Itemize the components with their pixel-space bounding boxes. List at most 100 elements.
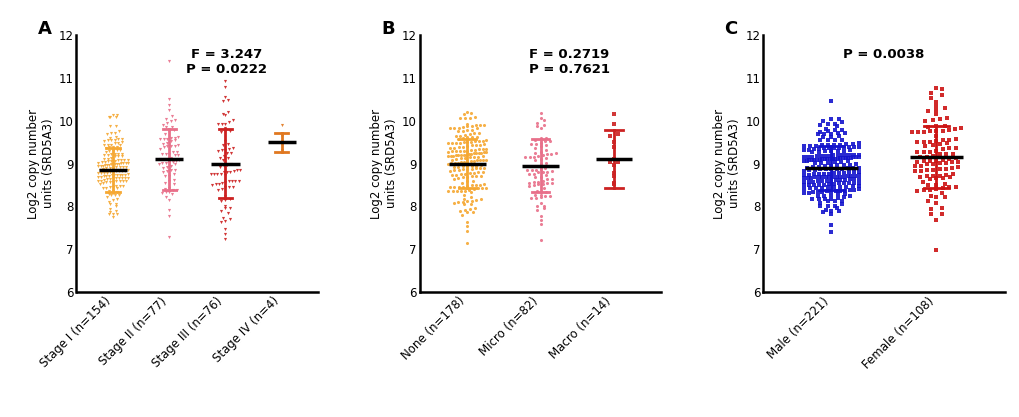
Point <box>470 149 486 156</box>
Point <box>459 219 475 225</box>
Point <box>539 168 555 175</box>
Point <box>833 152 849 158</box>
Point <box>816 163 833 169</box>
Point <box>454 196 471 202</box>
Point <box>159 155 175 162</box>
Point <box>803 149 819 156</box>
Point <box>97 162 113 168</box>
Point <box>832 183 848 190</box>
Point <box>116 156 132 163</box>
Point <box>214 142 230 148</box>
Point <box>445 164 462 171</box>
Point <box>454 163 471 170</box>
Point <box>532 125 548 131</box>
Point <box>605 161 622 168</box>
Point <box>114 178 130 184</box>
Point <box>165 148 181 155</box>
Point <box>927 107 944 113</box>
Point <box>526 157 542 164</box>
Point <box>949 164 965 171</box>
Point <box>166 143 182 149</box>
Point <box>451 148 468 155</box>
Point <box>850 172 866 178</box>
Point <box>850 143 866 150</box>
Point <box>609 131 626 138</box>
Point <box>822 162 839 169</box>
Point <box>100 158 116 165</box>
Point <box>830 116 847 123</box>
Point <box>909 128 925 135</box>
Point <box>841 176 857 182</box>
Point <box>538 172 554 179</box>
Point <box>845 176 861 182</box>
Point <box>441 168 458 174</box>
Point <box>923 116 940 123</box>
Point <box>532 156 548 162</box>
Point <box>815 171 832 177</box>
Point <box>927 99 944 106</box>
Point <box>814 134 830 141</box>
Point <box>217 193 233 199</box>
Point <box>452 187 469 194</box>
Point <box>152 146 168 153</box>
Point <box>108 175 124 181</box>
Point <box>101 191 117 197</box>
Point <box>850 176 866 182</box>
Point <box>468 173 484 179</box>
Point <box>478 137 494 144</box>
Point <box>223 161 239 167</box>
Text: F = 0.2719
P = 0.7621: F = 0.2719 P = 0.7621 <box>529 48 609 76</box>
Point <box>217 112 233 118</box>
Point <box>935 194 952 201</box>
Point <box>840 179 856 186</box>
Point <box>464 133 480 140</box>
Point <box>449 128 466 135</box>
Point <box>944 151 960 157</box>
Point <box>459 223 475 229</box>
Point <box>816 156 833 163</box>
Point <box>829 144 846 151</box>
Point <box>927 247 944 254</box>
Point <box>816 196 833 202</box>
Point <box>161 159 177 166</box>
Point <box>210 187 226 193</box>
Point <box>163 138 179 144</box>
Point <box>113 160 129 166</box>
Point <box>101 183 117 190</box>
Point <box>472 165 488 171</box>
Point <box>109 172 125 178</box>
Point <box>468 150 484 156</box>
Point <box>92 181 108 188</box>
Point <box>903 129 919 136</box>
Point <box>105 161 121 168</box>
Point <box>116 167 132 174</box>
Point <box>103 137 119 143</box>
Point <box>449 152 466 158</box>
Point <box>478 148 494 155</box>
Point <box>108 200 124 207</box>
Point <box>541 192 557 199</box>
Point <box>523 166 539 173</box>
Point <box>825 159 842 166</box>
Point <box>935 105 952 112</box>
Point <box>105 175 121 181</box>
Point <box>119 160 136 166</box>
Point <box>155 169 171 176</box>
Point <box>819 184 836 191</box>
Point <box>922 192 938 199</box>
Point <box>936 166 953 172</box>
Point <box>154 160 170 167</box>
Point <box>93 162 109 169</box>
Point <box>105 190 121 197</box>
Point <box>833 158 849 165</box>
Point <box>108 164 124 171</box>
Point <box>118 178 135 184</box>
Point <box>845 143 861 150</box>
Point <box>273 149 289 156</box>
Point <box>813 142 829 148</box>
Point <box>936 160 953 166</box>
Point <box>837 152 853 158</box>
Point <box>112 183 128 189</box>
Point <box>101 144 117 151</box>
Point <box>850 179 866 186</box>
